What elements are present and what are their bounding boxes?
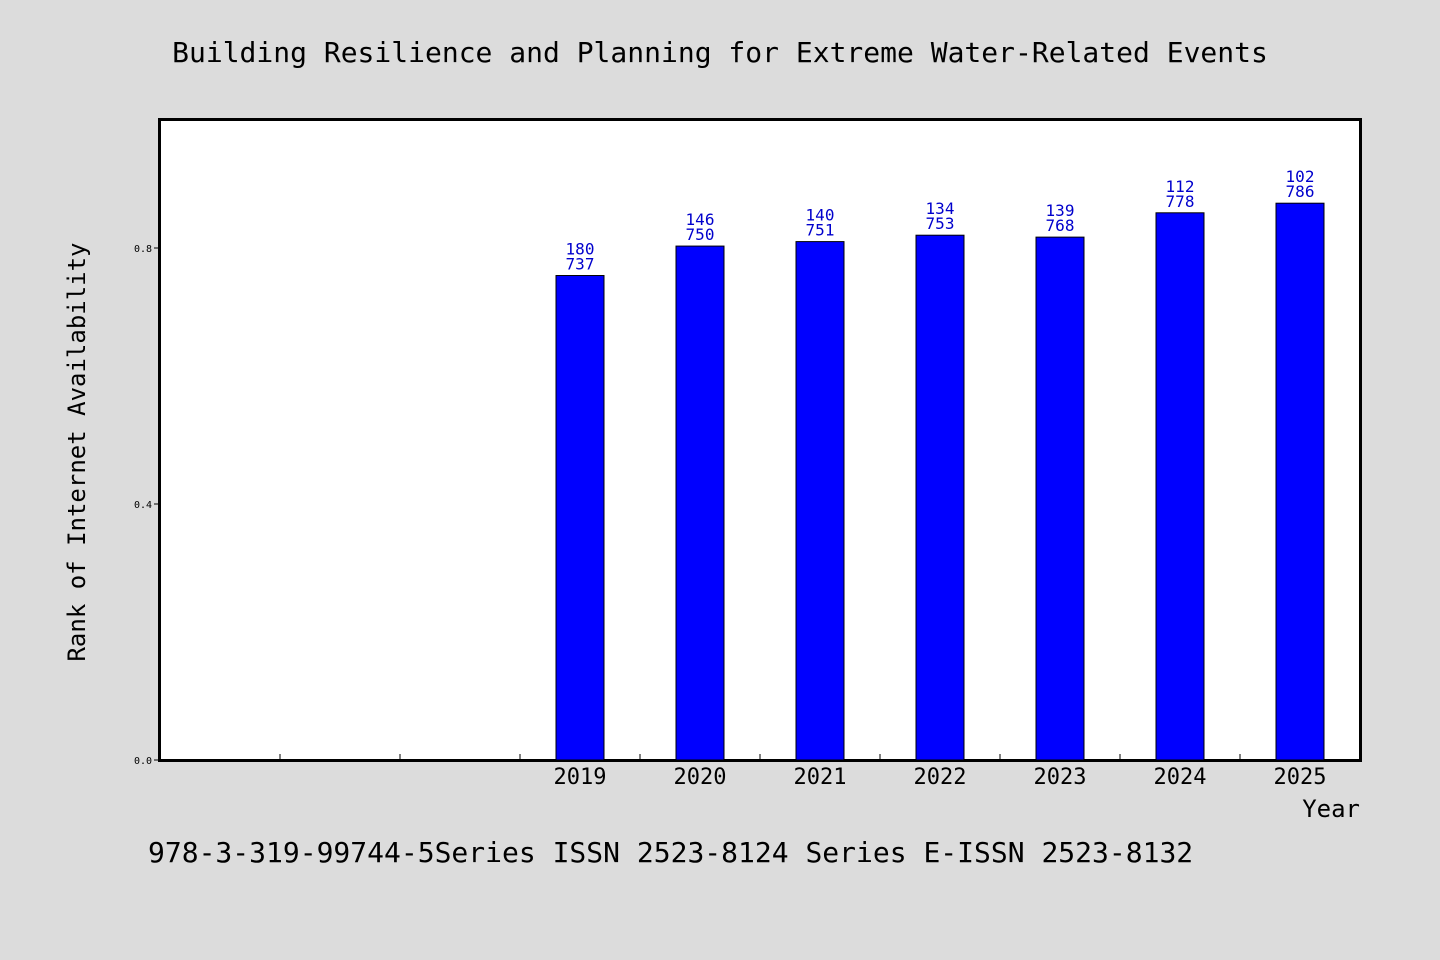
bar-value-label: 753 [926,214,955,233]
bar-value-label: 768 [1046,216,1075,235]
bar [555,275,605,761]
x-axis-label: Year [1302,795,1360,823]
x-tick-label: 2019 [554,765,607,790]
bar [1275,202,1325,761]
bar [1035,236,1085,761]
y-axis-label: Rank of Internet Availability [63,242,91,661]
bar-value-label: 750 [686,225,715,244]
x-tick-label: 2025 [1274,765,1327,790]
bar-value-label: 146 [686,210,715,229]
bar [1155,212,1205,761]
bar-value-label: 134 [926,199,955,218]
x-tick-label: 2021 [794,765,847,790]
x-tick-label: 2022 [914,765,967,790]
bar-value-label: 112 [1166,177,1195,196]
y-tick-label: 0.8 [134,244,152,255]
y-axis-ticks: 0.0 0.4 0.8 [134,244,160,767]
bar-value-label: 140 [806,206,835,225]
x-axis-ticks: 2019 2020 2021 2022 2023 2024 2025 [279,754,1327,790]
bar-value-label: 139 [1046,201,1075,220]
bar-value-label: 786 [1286,182,1315,201]
footer-text: 978-3-319-99744-5Series ISSN 2523-8124 S… [148,836,1193,869]
bar-value-label: 102 [1286,167,1315,186]
bar-value-label: 778 [1166,192,1195,211]
bar [915,234,965,761]
bar [795,241,845,761]
bar [675,245,725,761]
bar-series [555,202,1325,761]
x-tick-label: 2020 [674,765,727,790]
y-tick-label: 0.0 [134,756,152,767]
chart-title: Building Resilience and Planning for Ext… [172,36,1268,69]
x-tick-label: 2023 [1034,765,1087,790]
bar-value-label: 180 [566,240,595,259]
bar-value-label: 737 [566,255,595,274]
x-tick-label: 2024 [1154,765,1207,790]
bar-value-label: 751 [806,221,835,240]
y-tick-label: 0.4 [134,500,152,511]
